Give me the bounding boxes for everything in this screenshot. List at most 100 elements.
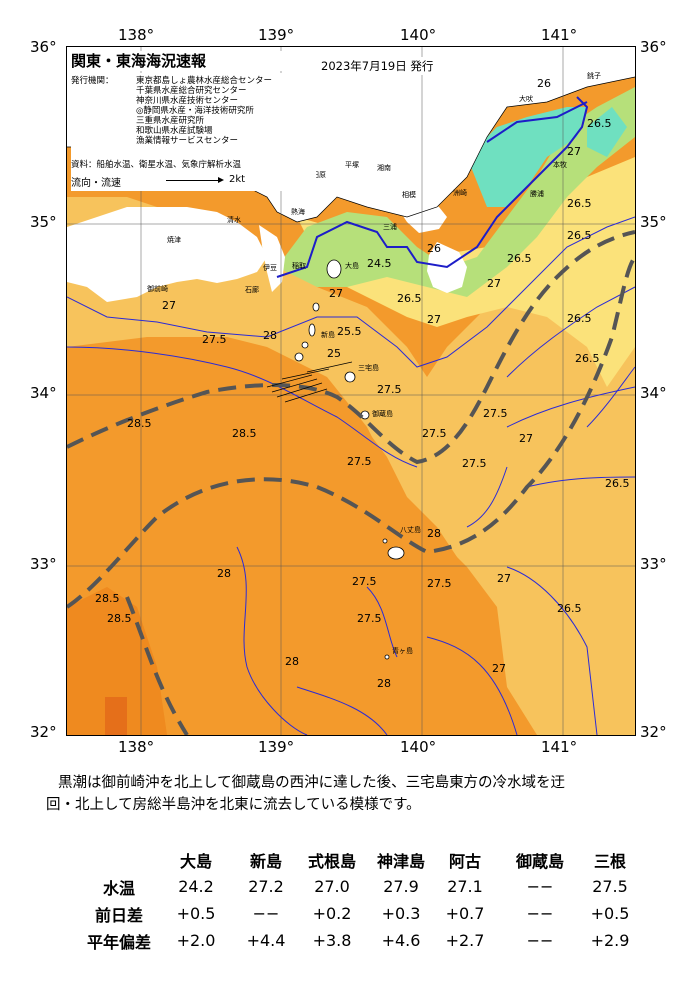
lat-label-35-left: 35° (30, 213, 57, 231)
col-shikinejima: 式根島 (307, 851, 356, 871)
ocean-28-5-core (67, 587, 167, 735)
contour-labels: 26 26.5 27 26.5 27 27.5 28 28.5 28.5 27 … (95, 77, 630, 690)
issuer-wakayama: 和歌山県水産試験場 (136, 126, 213, 136)
issue-date: 2023年7月19日 発行 (319, 57, 436, 75)
place-oshima: 大島 (345, 262, 359, 270)
col-niijima: 新島 (249, 851, 282, 871)
label-27-5-h3: 27.5 (357, 612, 382, 625)
lat-label-36-left: 36° (30, 38, 57, 56)
label-27-5-east: 27.5 (422, 427, 447, 440)
table-row: 平年偏差 +2.0 +4.4 +3.8 +4.6 +2.7 −− +2.9 (80, 927, 634, 954)
flow-legend-label: 流向・流速 (71, 178, 121, 189)
label-26-bay: 26 (427, 242, 441, 255)
place-yaizu: 焼津 (167, 236, 181, 244)
label-26-5-e5: 26.5 (567, 312, 592, 325)
table-row: 水温 24.2 27.2 27.0 27.9 27.1 −− 27.5 (80, 873, 634, 900)
label-26-5-ne3: 26.5 (567, 229, 592, 242)
issuer-box: 発行機関： 東京都島しょ農林水産総合センター 千葉県水産総合研究センター 神奈川… (71, 73, 316, 191)
lon-label-139-bottom: 139° (258, 738, 295, 756)
ocean-25-area (277, 87, 635, 297)
lat-label-33-left: 33° (30, 555, 57, 573)
label-28-ao: 28 (377, 677, 391, 690)
island-niijima (308, 323, 316, 337)
col-mitsune: 三根 (593, 851, 626, 871)
label-27-e: 27 (519, 432, 533, 445)
label-26-5-far-e: 26.5 (605, 477, 630, 490)
cell-temp-ako: 27.1 (447, 877, 483, 896)
place-shonan: 湘南 (377, 164, 391, 172)
place-atami: 熱海 (291, 208, 305, 216)
label-28-5-mikura: 27.5 (347, 455, 372, 468)
cell-temp-niijima: 27.2 (248, 877, 284, 896)
label-26-5-boso: 26.5 (397, 292, 422, 305)
lat-label-34-right: 34° (640, 384, 667, 402)
table-header-row: 大島 新島 式根島 神津島 阿古 御蔵島 三根 (80, 846, 634, 873)
place-sagami: 相模 (402, 191, 416, 199)
cell-diff-mikurajima: −− (526, 904, 554, 923)
summary-line-2: 回・北上して房総半島沖を北東に流去している模様です。 (46, 797, 421, 813)
place-omaezaki: 御前崎 (147, 285, 168, 293)
label-27-5-h2: 27.5 (427, 577, 452, 590)
kuroshio-axis (67, 230, 635, 735)
issuer-mie: 三重県水産研究所 (136, 116, 205, 126)
place-izu: 伊豆 (263, 264, 277, 272)
ocean-29-core (105, 697, 127, 735)
label-28-5-mid: 28.5 (232, 427, 257, 440)
label-27-5-hachijo: 27.5 (352, 575, 377, 588)
label-24-5: 24.5 (367, 257, 392, 270)
cell-anom-ako: +2.7 (445, 931, 485, 950)
lon-label-141-top: 141° (541, 26, 578, 44)
label-28-s: 28 (285, 655, 299, 668)
issuer-list: 東京都島しょ農林水産総合センター 千葉県水産総合研究センター 神奈川県水産技術セ… (136, 76, 272, 146)
label-27-s2: 27 (497, 572, 511, 585)
col-kozushima: 神津島 (376, 851, 425, 871)
lon-label-141-bottom: 141° (541, 738, 578, 756)
island-temperature-table: 大島 新島 式根島 神津島 阿古 御蔵島 三根 水温 24.2 27.2 27.… (80, 846, 634, 954)
ocean-28-core (67, 367, 497, 735)
island-shikinejima (301, 341, 309, 349)
issuer-shizuoka: ◎静岡県水産・海洋技術研究所 (136, 106, 254, 116)
col-mikurajima: 御蔵島 (515, 851, 564, 871)
title-block: 関東・東海海況速報 (71, 51, 310, 71)
cell-temp-kozushima: 27.9 (383, 877, 419, 896)
label-28-5-s: 28.5 (95, 592, 120, 605)
label-27-ne2: 27 (487, 277, 501, 290)
cell-anom-niijima: +4.4 (246, 931, 286, 950)
flow-legend-value: 2kt (229, 174, 246, 185)
cell-temp-oshima: 24.2 (178, 877, 214, 896)
label-27-5-e3: 27.5 (462, 457, 487, 470)
island-hachijojima (387, 546, 405, 560)
place-katsuura: 勝浦 (530, 190, 544, 198)
place-miura: 三浦 (383, 223, 397, 231)
label-26-5-east: 26.5 (567, 197, 592, 210)
island-miyakejima (344, 371, 356, 383)
place-iro: 石廊 (245, 286, 259, 294)
cell-temp-mikurajima: −− (526, 877, 554, 896)
label-26-5-ne2: 26.5 (507, 252, 532, 265)
label-28-w: 28 (217, 567, 231, 580)
place-choshi: 銚子 (587, 72, 601, 80)
label-27-ne: 27 (567, 145, 581, 158)
sea-temperature-map: 26 26.5 27 26.5 27 27.5 28 28.5 28.5 27 … (66, 46, 636, 736)
label-28-west: 28 (263, 329, 277, 342)
place-hachijojima: 八丈島 (400, 526, 421, 534)
label-27-5-miyake: 27.5 (377, 383, 402, 396)
lat-label-33-right: 33° (640, 555, 667, 573)
lon-label-138-bottom: 138° (118, 738, 155, 756)
issuer-label: 発行機関： (71, 76, 114, 86)
row-label-anomaly: 平年偏差 (86, 932, 151, 952)
lat-label-32-left: 32° (30, 723, 57, 741)
island-toshima (312, 302, 320, 312)
lat-label-36-right: 36° (640, 38, 667, 56)
lon-label-138-top: 138° (118, 26, 155, 44)
col-ako: 阿古 (448, 851, 481, 871)
lat-label-34-left: 34° (30, 384, 57, 402)
lon-label-139-top: 139° (258, 26, 295, 44)
place-taibo: 大吠 (519, 95, 533, 103)
issuer-kanagawa: 神奈川県水産技術センター (136, 96, 239, 106)
label-25-niijima: 25 (327, 347, 341, 360)
place-miyakejima: 三宅島 (358, 364, 379, 372)
lon-label-140-bottom: 140° (400, 738, 437, 756)
place-mikurajima: 御蔵島 (372, 410, 393, 418)
label-28-5-sw: 28.5 (127, 417, 152, 430)
